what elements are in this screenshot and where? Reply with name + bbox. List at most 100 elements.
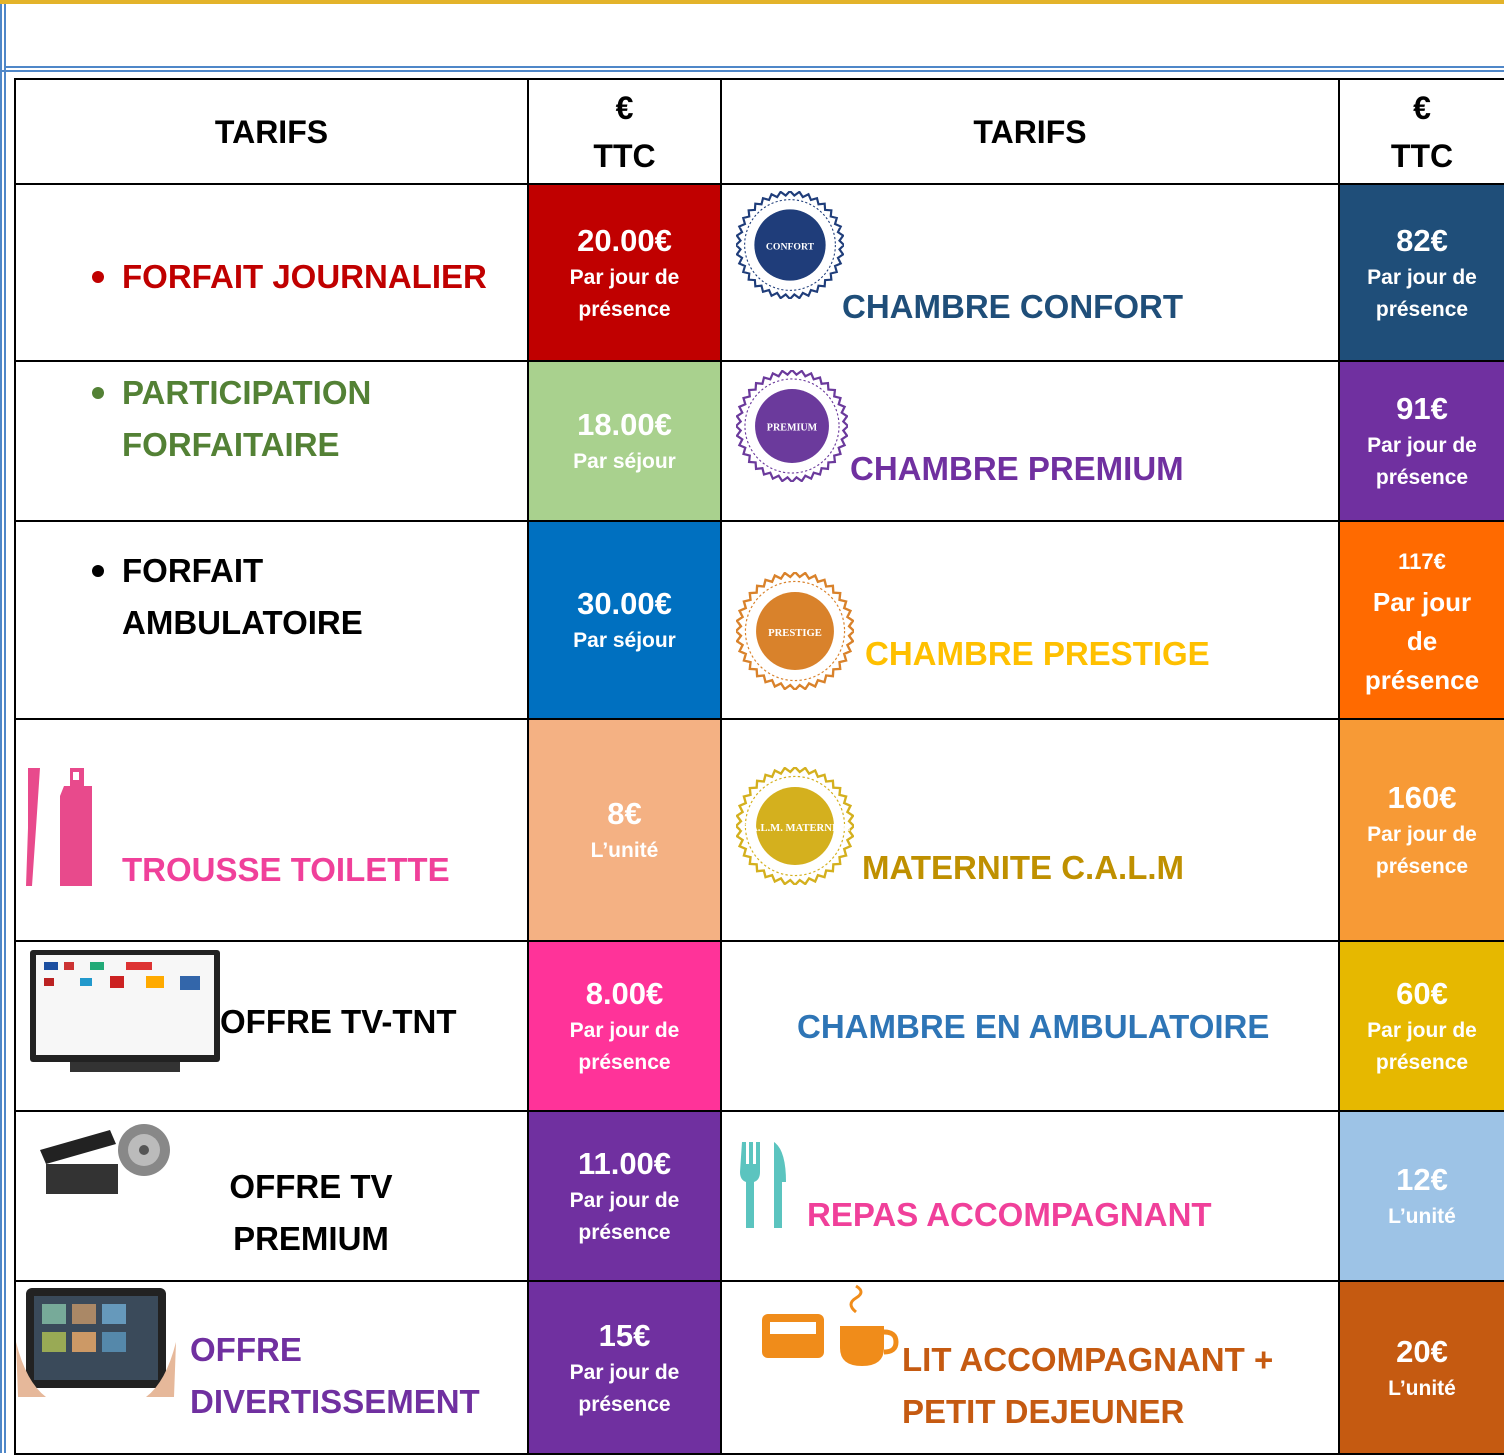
badge-text: C.A.L.M. MATERNITE <box>740 823 850 834</box>
price-cell: 8.00€ Par jour de présence <box>527 940 722 1112</box>
price-box: 20.00€ Par jour de présence <box>530 220 719 326</box>
shape <box>744 378 840 474</box>
price-unit: L’unité <box>590 839 659 862</box>
price-value: 60€ <box>1396 976 1448 1011</box>
price-unit: Par jour de présence <box>569 265 680 321</box>
item-label: OFFRE DIVERTISSEMENT <box>190 1331 480 1420</box>
label-cell: PARTICIPATION FORFAITAIRE <box>14 360 529 522</box>
shape <box>744 775 846 877</box>
price-value: 12€ <box>1396 1162 1448 1197</box>
top-rule <box>0 0 1504 4</box>
badge: PREMIUM <box>734 368 850 484</box>
header-cell: € TTC <box>1338 78 1504 185</box>
bullet <box>92 387 104 399</box>
price-cell: 15€ Par jour de présence <box>527 1280 722 1455</box>
shape <box>30 950 220 1072</box>
shape: C.A.L.M. MATERNITE <box>734 765 856 887</box>
price-unit: Par séjour <box>573 629 676 652</box>
price-unit: Par jour de présence <box>1367 823 1477 878</box>
price-value: 117€ <box>1398 548 1446 574</box>
label-cell: OFFRE TV PREMIUM <box>14 1110 529 1282</box>
price-cell: 8€ L’unité <box>527 718 722 942</box>
bullet <box>92 271 104 283</box>
shape <box>73 772 79 780</box>
shape <box>36 955 214 1055</box>
shape <box>883 1329 899 1355</box>
price-unit: Par jour de présence <box>1364 586 1480 695</box>
price-value: 8.00€ <box>585 976 664 1011</box>
shape <box>146 1342 176 1397</box>
price-box: 160€ Par jour de présence <box>1341 777 1503 883</box>
shape <box>42 1304 66 1324</box>
price-box: 30.00€ Par séjour <box>530 583 719 657</box>
price-value: 160€ <box>1387 780 1457 815</box>
price-unit: L’unité <box>1388 1376 1456 1400</box>
label-cell: FORFAIT JOURNALIER <box>14 183 529 362</box>
shape <box>762 1284 899 1366</box>
price-box: 60€ Par jour de présence <box>1341 973 1503 1079</box>
price-value: 30.00€ <box>577 586 672 621</box>
price-unit: Par jour de présence <box>1367 434 1477 489</box>
shape: CONFORT <box>734 189 846 301</box>
price-cell: 82€ Par jour de présence <box>1338 183 1504 362</box>
shape <box>744 580 846 682</box>
shape <box>770 1322 816 1334</box>
header-cell: TARIFS <box>720 78 1340 185</box>
table-row: FORFAIT AMBULATOIRE 30.00€ Par séjour PREST… <box>14 520 1504 720</box>
price-box: 20€ L’unité <box>1341 1331 1503 1405</box>
shape <box>40 1130 116 1164</box>
shape <box>139 1145 149 1155</box>
price-box: 15€ Par jour de présence <box>530 1315 719 1421</box>
price-value: 15€ <box>598 1317 651 1353</box>
item-label: MATERNITE C.A.L.M <box>862 849 1185 886</box>
price-box: 117€ Par jour de présence <box>1341 541 1503 700</box>
label-cell: LIT ACCOMPAGNANT + PETIT DEJEUNER <box>720 1280 1340 1455</box>
shape <box>762 1314 824 1358</box>
price-unit: Par séjour <box>573 450 676 473</box>
shape <box>740 1142 786 1228</box>
price-value: 91€ <box>1396 391 1448 426</box>
item-label: FORFAIT AMBULATOIRE <box>122 552 363 641</box>
price-value: 8€ <box>607 796 642 831</box>
title-frame <box>0 4 1504 72</box>
shape <box>70 1062 180 1072</box>
item-label: OFFRE TV-TNT <box>220 1003 457 1040</box>
price-cell: 20.00€ Par jour de présence <box>527 183 722 362</box>
price-box: 82€ Par jour de présence <box>1341 220 1503 326</box>
shape <box>90 962 104 970</box>
shape <box>26 768 40 886</box>
price-value: 20.00€ <box>577 222 672 258</box>
shape: PREMIUM <box>734 368 850 484</box>
bullet <box>92 565 104 577</box>
price-cell: 12€ L’unité <box>1338 1110 1504 1282</box>
label-cell: CONFORT CHAMBRE CONFORT <box>720 183 1340 362</box>
item-label: TROUSSE TOILETTE <box>122 851 450 888</box>
shape <box>44 962 58 970</box>
header-cell: € TTC <box>527 78 722 185</box>
price-unit: Par jour de présence <box>1367 1019 1477 1074</box>
badge: CONFORT <box>734 189 846 301</box>
price-unit: Par jour de présence <box>569 1360 680 1416</box>
label-cell: CHAMBRE EN AMBULATOIRE <box>720 940 1340 1112</box>
shape <box>64 962 74 970</box>
price-unit: Par jour de présence <box>1367 265 1477 321</box>
shape <box>840 1326 884 1366</box>
header-cell: TARIFS <box>14 78 529 185</box>
item-label: CHAMBRE PRESTIGE <box>865 635 1210 672</box>
price-value: 20€ <box>1396 1333 1448 1369</box>
table-row: TROUSSE TOILETTE 8€ L’unité C.A.L.M. MATERN… <box>14 718 1504 942</box>
badge: C.A.L.M. MATERNITE <box>734 765 856 887</box>
price-box: 8€ L’unité <box>530 793 719 867</box>
shape <box>17 1288 176 1397</box>
badge-text: PRESTIGE <box>768 628 822 639</box>
shape <box>756 787 834 865</box>
price-cell: 30.00€ Par séjour <box>527 520 722 720</box>
shape <box>72 1304 96 1324</box>
shape <box>849 1284 863 1314</box>
badge: PRESTIGE <box>734 570 856 692</box>
shape <box>180 976 200 990</box>
label-cell: OFFRE TV-TNT <box>14 940 529 1112</box>
shape <box>40 1124 170 1194</box>
shape <box>756 592 834 670</box>
